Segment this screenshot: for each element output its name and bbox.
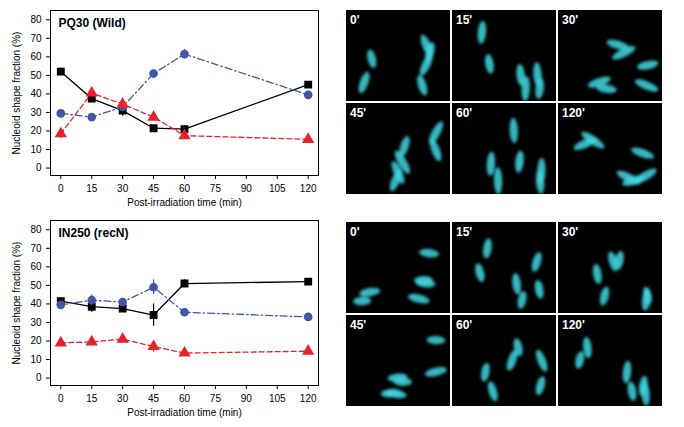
svg-text:120: 120 xyxy=(300,393,317,404)
svg-text:105: 105 xyxy=(269,183,286,194)
svg-text:IN250 (recN): IN250 (recN) xyxy=(59,226,129,240)
svg-text:105: 105 xyxy=(269,393,286,404)
svg-text:60: 60 xyxy=(30,51,42,62)
svg-text:50: 50 xyxy=(30,280,42,291)
svg-text:45': 45' xyxy=(350,106,366,120)
svg-text:30: 30 xyxy=(117,393,129,404)
svg-text:90: 90 xyxy=(241,183,253,194)
svg-text:0: 0 xyxy=(58,393,64,404)
svg-text:60: 60 xyxy=(179,393,191,404)
svg-text:20: 20 xyxy=(30,335,42,346)
svg-text:10: 10 xyxy=(30,354,42,365)
svg-text:60: 60 xyxy=(179,183,191,194)
svg-text:120': 120' xyxy=(562,318,585,332)
svg-text:0': 0' xyxy=(350,225,360,239)
svg-text:Post-irradiation time (min): Post-irradiation time (min) xyxy=(127,407,241,418)
svg-text:40: 40 xyxy=(30,88,42,99)
svg-text:30: 30 xyxy=(30,107,42,118)
svg-text:30': 30' xyxy=(562,13,578,27)
svg-text:60': 60' xyxy=(456,106,472,120)
svg-text:80: 80 xyxy=(30,14,42,25)
svg-text:50: 50 xyxy=(30,70,42,81)
svg-text:15: 15 xyxy=(86,183,98,194)
svg-text:15': 15' xyxy=(456,225,472,239)
svg-text:0: 0 xyxy=(36,162,42,173)
svg-text:PQ30 (Wild): PQ30 (Wild) xyxy=(59,16,126,30)
svg-text:Nucleoid shape fraction (%): Nucleoid shape fraction (%) xyxy=(11,32,22,155)
svg-text:120: 120 xyxy=(300,183,317,194)
svg-text:75: 75 xyxy=(210,393,222,404)
svg-text:0: 0 xyxy=(58,183,64,194)
svg-text:80: 80 xyxy=(30,224,42,235)
svg-text:10: 10 xyxy=(30,144,42,155)
svg-text:15: 15 xyxy=(86,393,98,404)
svg-text:45': 45' xyxy=(350,318,366,332)
svg-text:90: 90 xyxy=(241,393,253,404)
svg-text:0': 0' xyxy=(350,13,360,27)
svg-text:0: 0 xyxy=(36,372,42,383)
svg-text:120': 120' xyxy=(562,106,585,120)
svg-text:45: 45 xyxy=(148,183,160,194)
svg-text:60': 60' xyxy=(456,318,472,332)
svg-text:20: 20 xyxy=(30,125,42,136)
svg-text:70: 70 xyxy=(30,33,42,44)
svg-text:45: 45 xyxy=(148,393,160,404)
svg-text:75: 75 xyxy=(210,183,222,194)
svg-text:Post-irradiation time (min): Post-irradiation time (min) xyxy=(127,197,241,208)
svg-text:30: 30 xyxy=(30,317,42,328)
svg-text:30': 30' xyxy=(562,225,578,239)
svg-text:30: 30 xyxy=(117,183,129,194)
svg-text:70: 70 xyxy=(30,243,42,254)
svg-text:60: 60 xyxy=(30,261,42,272)
svg-text:Nucleoid shape fraction (%): Nucleoid shape fraction (%) xyxy=(11,242,22,365)
svg-text:15': 15' xyxy=(456,13,472,27)
svg-text:40: 40 xyxy=(30,298,42,309)
